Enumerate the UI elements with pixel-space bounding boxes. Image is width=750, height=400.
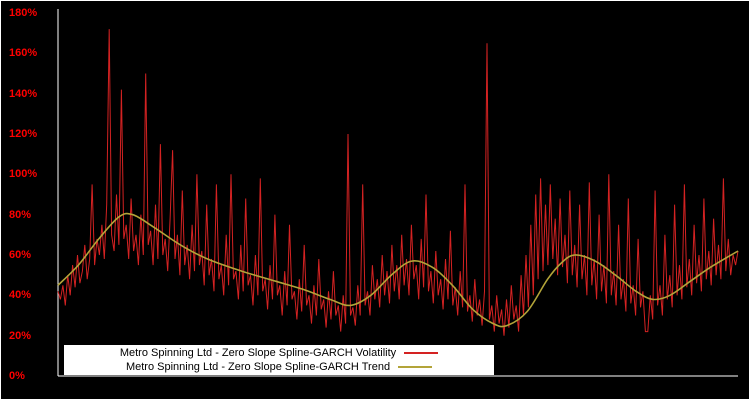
legend-line-trend-icon xyxy=(398,366,433,368)
y-axis-tick-label: 80% xyxy=(9,208,32,221)
legend: Metro Spinning Ltd - Zero Slope Spline-G… xyxy=(64,345,494,375)
y-axis-tick-label: 120% xyxy=(9,128,38,140)
y-axis-tick-label: 100% xyxy=(9,168,38,181)
y-axis-tick-label: 20% xyxy=(9,329,32,342)
trend-series-line xyxy=(57,212,739,328)
y-axis-tick-label: 160% xyxy=(9,47,38,60)
legend-label-trend: Metro Spinning Ltd - Zero Slope Spline-G… xyxy=(125,361,391,373)
legend-line-volatility-icon xyxy=(404,352,439,354)
y-axis-tick-label: 60% xyxy=(9,249,32,261)
legend-label-volatility: Metro Spinning Ltd - Zero Slope Spline-G… xyxy=(119,347,397,359)
legend-item-trend: Metro Spinning Ltd - Zero Slope Spline-G… xyxy=(68,360,490,374)
y-axis-tick-label: 0% xyxy=(9,370,25,382)
y-axis-tick-label: 140% xyxy=(9,87,38,100)
legend-item-volatility: Metro Spinning Ltd - Zero Slope Spline-G… xyxy=(68,346,490,360)
volatility-series-line xyxy=(57,29,739,336)
y-axis-tick-label: 180% xyxy=(9,7,38,19)
y-axis-tick-label: 40% xyxy=(9,289,32,302)
